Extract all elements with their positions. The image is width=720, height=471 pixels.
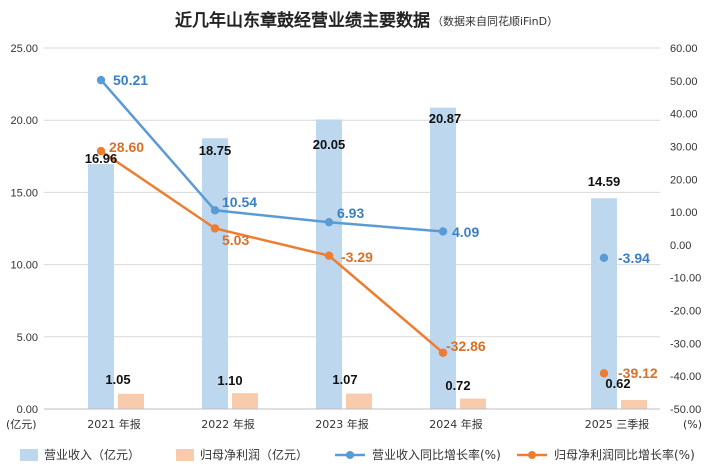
left-axis-tick-label: 10.00 bbox=[10, 260, 38, 272]
right-axis-tick-label: 20.00 bbox=[670, 174, 698, 186]
x-axis-category-label: 2021 年报 bbox=[87, 417, 141, 431]
legend-entry: 营业收入（亿元） bbox=[44, 447, 140, 462]
right-axis-tick-label: 40.00 bbox=[670, 109, 698, 121]
bar-label-net-profit: 0.62 bbox=[605, 376, 630, 391]
data-label-net-profit-growth: -3.29 bbox=[341, 249, 373, 265]
legend-entry: 归母净利润（亿元） bbox=[200, 447, 308, 462]
data-label-revenue-growth: 10.54 bbox=[222, 194, 257, 210]
point-revenue-growth bbox=[599, 253, 609, 263]
bar-label-revenue: 20.87 bbox=[429, 111, 462, 126]
line-net-profit-growth bbox=[100, 149, 444, 354]
point-net-profit-growth bbox=[438, 348, 448, 357]
right-axis-unit: (%) bbox=[683, 418, 702, 431]
chart-title: 近几年山东章鼓经营业绩主要数据 bbox=[175, 10, 430, 31]
right-axis-tick-label: -20.00 bbox=[670, 306, 701, 318]
right-axis-tick-label: -50.00 bbox=[670, 404, 701, 416]
data-label-net-profit-growth: 28.60 bbox=[109, 139, 144, 155]
right-axis-tick-label: 0.00 bbox=[670, 240, 691, 252]
bar-revenue bbox=[202, 138, 228, 409]
bar-label-revenue: 14.59 bbox=[588, 174, 621, 189]
right-axis-tick-label: -40.00 bbox=[670, 371, 701, 383]
legend-entry: 归母净利润同比增长率(%) bbox=[554, 447, 695, 462]
right-axis-tick-label: 60.00 bbox=[670, 43, 698, 55]
left-axis-tick-label: 15.00 bbox=[10, 187, 38, 199]
data-label-net-profit-growth: -39.12 bbox=[618, 365, 658, 381]
bar-net-profit bbox=[346, 393, 372, 409]
lines bbox=[96, 75, 609, 378]
left-axis-tick-label: 25.00 bbox=[10, 43, 38, 55]
bar-net-profit bbox=[232, 393, 258, 409]
data-label-revenue-growth: -3.94 bbox=[618, 250, 650, 266]
point-revenue-growth bbox=[324, 217, 334, 227]
bar-label-net-profit: 1.10 bbox=[217, 373, 242, 388]
data-label-net-profit-growth: -32.86 bbox=[446, 338, 486, 354]
point-revenue-growth bbox=[210, 206, 220, 215]
point-net-profit-growth bbox=[599, 369, 609, 378]
x-axis-category-label: 2022 年报 bbox=[201, 417, 255, 431]
x-axis-category-label: 2024 年报 bbox=[429, 417, 483, 431]
axes: 0.00 5.00 10.00 15.00 20.00 25.00 -50.00 -40.00… bbox=[10, 43, 701, 431]
line-revenue-growth bbox=[100, 79, 444, 233]
point-net-profit-growth bbox=[210, 224, 220, 233]
data-label-revenue-growth: 6.93 bbox=[337, 205, 364, 221]
bar-net-profit bbox=[460, 398, 486, 409]
right-axis-tick-label: 10.00 bbox=[670, 207, 698, 219]
bars bbox=[88, 107, 647, 409]
point-net-profit-growth bbox=[324, 251, 334, 260]
bar-label-revenue: 20.05 bbox=[313, 137, 346, 152]
left-axis-tick-label: 5.00 bbox=[17, 332, 38, 344]
right-axis-tick-label: -30.00 bbox=[670, 338, 701, 350]
legend-marker bbox=[528, 451, 536, 459]
bar-revenue bbox=[430, 107, 456, 409]
point-revenue-growth bbox=[438, 227, 448, 236]
point-revenue-growth bbox=[96, 75, 106, 85]
data-label-revenue-growth: 4.09 bbox=[452, 224, 479, 240]
bar-label-revenue: 16.96 bbox=[85, 151, 118, 166]
gridlines bbox=[44, 47, 660, 338]
legend-swatch bbox=[20, 449, 38, 461]
data-label-revenue-growth: 50.21 bbox=[113, 72, 148, 88]
legend-swatch bbox=[176, 449, 194, 461]
legend: 营业收入（亿元） 归母净利润（亿元） 营业收入同比增长率(%) 归母净利润同比增长率(… bbox=[20, 447, 695, 462]
data-labels: 16.96 18.75 20.05 20.87 14.59 1.05 1.10 1.07 0.7… bbox=[85, 72, 658, 393]
chart-subtitle: （数据来自同花顺iFinD） bbox=[432, 14, 558, 28]
bar-net-profit bbox=[621, 400, 647, 409]
left-axis-tick-label: 20.00 bbox=[10, 115, 38, 127]
bar-label-revenue: 18.75 bbox=[199, 143, 232, 158]
bar-net-profit bbox=[118, 393, 144, 409]
left-axis-unit: (亿元) bbox=[6, 418, 37, 431]
legend-marker bbox=[346, 451, 354, 459]
bar-label-net-profit: 0.72 bbox=[445, 378, 470, 393]
right-axis-tick-label: -10.00 bbox=[670, 273, 701, 285]
right-axis-tick-label: 50.00 bbox=[670, 76, 698, 88]
bar-revenue bbox=[88, 164, 114, 409]
data-label-net-profit-growth: 5.03 bbox=[222, 232, 249, 248]
bar-label-net-profit: 1.05 bbox=[105, 372, 130, 387]
x-axis-category-label: 2023 年报 bbox=[315, 417, 369, 431]
x-axis-category-label: 2025 三季报 bbox=[585, 417, 650, 431]
legend-entry: 营业收入同比增长率(%) bbox=[372, 447, 501, 462]
left-axis-tick-label: 0.00 bbox=[17, 404, 38, 416]
point-net-profit-growth bbox=[96, 146, 106, 156]
bar-label-net-profit: 1.07 bbox=[332, 372, 357, 387]
right-axis-tick-label: 30.00 bbox=[670, 141, 698, 153]
